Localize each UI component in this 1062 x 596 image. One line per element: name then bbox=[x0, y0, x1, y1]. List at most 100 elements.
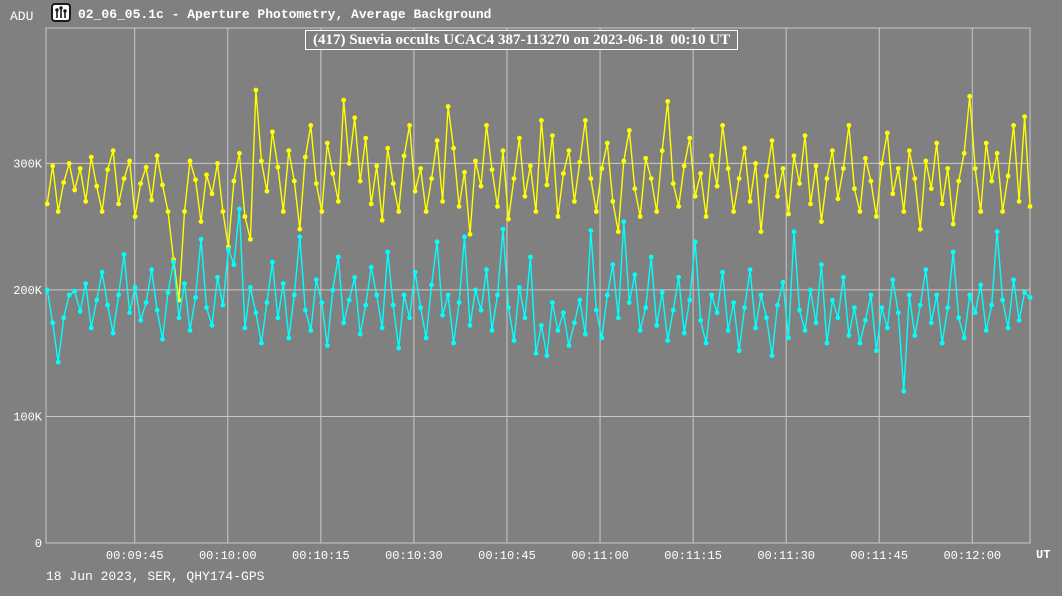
series-cyan-point bbox=[681, 330, 687, 336]
series-cyan-point bbox=[665, 338, 671, 343]
series-cyan-point bbox=[165, 290, 171, 295]
series-cyan-point bbox=[648, 254, 654, 260]
series-cyan-point bbox=[747, 267, 753, 273]
series-cyan-point bbox=[709, 292, 714, 298]
series-cyan-point bbox=[72, 288, 78, 294]
series-yellow-point bbox=[363, 135, 369, 141]
series-cyan-point bbox=[105, 302, 110, 308]
series-cyan-point bbox=[429, 282, 434, 288]
series-yellow-point bbox=[786, 211, 791, 217]
series-cyan-point bbox=[396, 345, 402, 351]
series-yellow-point bbox=[1000, 209, 1005, 214]
series-yellow-point bbox=[462, 169, 467, 175]
x-tick-label: 00:11:15 bbox=[664, 549, 722, 563]
series-cyan-point bbox=[418, 305, 423, 310]
series-cyan-point bbox=[714, 310, 720, 316]
series-cyan-point bbox=[961, 335, 967, 341]
series-cyan-point bbox=[379, 325, 385, 331]
series-yellow-point bbox=[423, 209, 429, 214]
series-cyan-point bbox=[626, 300, 632, 305]
y-tick-label: 200K bbox=[13, 284, 43, 298]
series-cyan-point bbox=[1011, 277, 1016, 283]
series-yellow-point bbox=[539, 118, 544, 123]
series-yellow-point bbox=[687, 135, 693, 141]
series-yellow-point bbox=[149, 197, 155, 203]
series-cyan-point bbox=[1022, 290, 1027, 295]
series-yellow-point bbox=[434, 138, 440, 144]
series-yellow-point bbox=[154, 153, 160, 159]
series-cyan-point bbox=[775, 302, 780, 308]
series-cyan-point bbox=[621, 219, 627, 225]
series-cyan-point bbox=[352, 274, 358, 280]
y-tick-label: 100K bbox=[13, 410, 43, 424]
series-yellow-point bbox=[440, 199, 445, 204]
series-yellow-point bbox=[544, 182, 550, 188]
series-cyan-point bbox=[116, 292, 121, 298]
series-cyan-point bbox=[138, 317, 144, 323]
series-cyan-point bbox=[863, 317, 868, 323]
series-yellow-point bbox=[670, 181, 676, 187]
series-cyan-point bbox=[204, 305, 209, 310]
series-yellow-point bbox=[517, 135, 522, 141]
series-yellow-point bbox=[341, 97, 347, 103]
series-cyan-point bbox=[193, 295, 198, 300]
series-yellow-point bbox=[324, 140, 330, 146]
series-cyan-point bbox=[555, 328, 561, 333]
series-yellow-point bbox=[956, 178, 962, 184]
series-cyan-point bbox=[1000, 297, 1005, 303]
series-cyan-point bbox=[599, 335, 605, 341]
series-yellow-point bbox=[808, 201, 813, 207]
series-yellow-point bbox=[335, 199, 341, 204]
series-cyan-point bbox=[539, 323, 544, 328]
series-cyan-point bbox=[495, 292, 500, 298]
series-yellow-point bbox=[659, 148, 665, 154]
series-yellow-point bbox=[198, 219, 204, 225]
series-yellow-point bbox=[681, 163, 687, 169]
series-yellow-point bbox=[160, 182, 165, 188]
series-yellow-point bbox=[588, 176, 594, 182]
series-yellow-point bbox=[209, 191, 215, 197]
series-cyan-point bbox=[994, 229, 1000, 235]
series-yellow-point bbox=[533, 209, 539, 214]
series-cyan-point bbox=[127, 310, 132, 316]
series-yellow-point bbox=[522, 193, 528, 199]
series-yellow-point bbox=[187, 158, 193, 164]
series-yellow-point bbox=[994, 150, 1000, 156]
series-cyan-point bbox=[407, 315, 412, 321]
series-cyan-point bbox=[270, 259, 275, 265]
series-yellow-point bbox=[489, 167, 495, 173]
series-cyan-point bbox=[835, 315, 841, 321]
series-yellow-point bbox=[445, 104, 451, 109]
series-yellow-point bbox=[220, 209, 226, 214]
series-cyan-point bbox=[319, 300, 325, 305]
series-cyan-point bbox=[852, 305, 857, 310]
series-yellow-point bbox=[852, 186, 857, 192]
series-cyan-point bbox=[363, 302, 369, 308]
series-yellow-point bbox=[720, 123, 725, 128]
series-cyan-point bbox=[385, 249, 391, 255]
series-yellow-point bbox=[934, 140, 940, 146]
series-cyan-point bbox=[154, 307, 160, 313]
series-yellow-point bbox=[692, 193, 698, 199]
series-yellow-point bbox=[143, 164, 149, 170]
series-cyan-point bbox=[171, 259, 176, 265]
series-yellow-point bbox=[846, 123, 852, 128]
series-yellow-point bbox=[66, 161, 72, 166]
y-tick-label: 0 bbox=[35, 537, 42, 551]
series-yellow-point bbox=[1027, 204, 1033, 209]
series-cyan-point bbox=[215, 274, 220, 280]
series-cyan-point bbox=[346, 297, 352, 303]
series-cyan-point bbox=[901, 388, 907, 394]
series-cyan-point bbox=[830, 297, 835, 303]
plot-border bbox=[45, 27, 1031, 544]
series-cyan-point bbox=[725, 328, 731, 333]
series-yellow-point bbox=[407, 123, 412, 128]
series-cyan-point bbox=[637, 328, 643, 333]
series-yellow-point bbox=[610, 199, 616, 204]
series-yellow-point bbox=[555, 214, 561, 219]
series-yellow-point bbox=[83, 199, 89, 204]
series-yellow-point bbox=[55, 209, 61, 214]
series-yellow-point bbox=[248, 236, 253, 242]
lightcurve-icon bbox=[51, 3, 71, 22]
